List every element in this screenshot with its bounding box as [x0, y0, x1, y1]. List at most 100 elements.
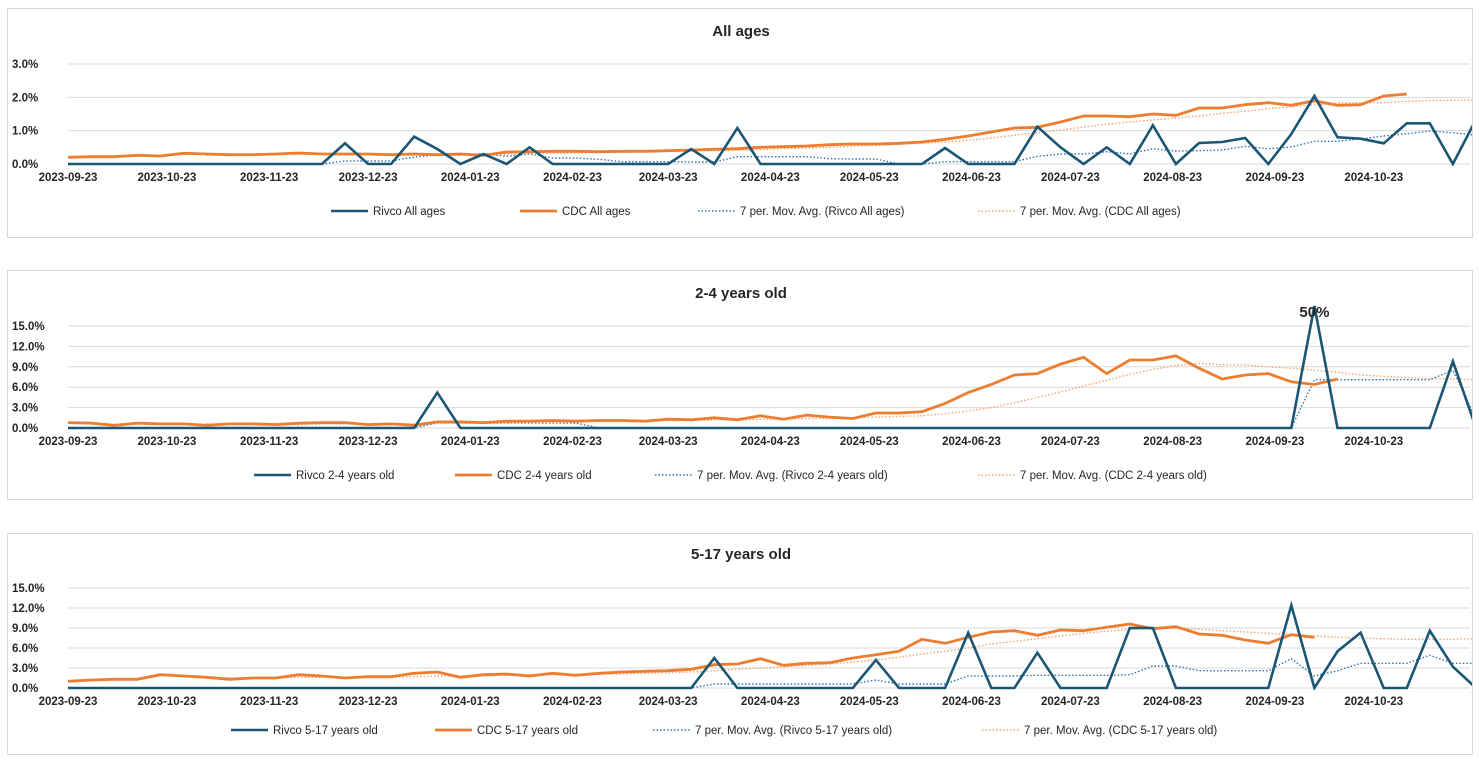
x-tick-label: 2024-07-23 — [1041, 436, 1100, 448]
x-tick-label: 2023-12-23 — [339, 696, 398, 708]
y-tick-label: 3.0% — [12, 59, 38, 71]
legend-label: 7 per. Mov. Avg. (Rivco 5-17 years old) — [695, 725, 892, 737]
legend-item: CDC 5-17 years old — [435, 725, 578, 737]
x-tick-label: 2024-09-23 — [1245, 696, 1304, 708]
y-tick-label: 9.0% — [12, 362, 38, 374]
x-tick-label: 2024-09-23 — [1245, 172, 1304, 184]
legend-label: Rivco All ages — [373, 206, 445, 218]
legend-item: 7 per. Mov. Avg. (Rivco 5-17 years old) — [653, 725, 892, 737]
y-tick-label: 12.0% — [12, 603, 45, 615]
y-tick-label: 15.0% — [12, 321, 45, 333]
x-tick-label: 2024-10-23 — [1344, 696, 1403, 708]
x-tick-label: 2023-10-23 — [138, 172, 197, 184]
y-tick-label: 3.0% — [12, 663, 38, 675]
legend-item: CDC 2-4 years old — [455, 470, 592, 482]
x-tick-label: 2024-03-23 — [639, 696, 698, 708]
legend-label: 7 per. Mov. Avg. (CDC All ages) — [1020, 206, 1181, 218]
chart-title: All ages — [712, 23, 770, 40]
x-tick-label: 2024-01-23 — [441, 436, 500, 448]
x-tick-label: 2024-08-23 — [1143, 172, 1202, 184]
chart-title: 2-4 years old — [695, 285, 787, 302]
x-tick-label: 2024-06-23 — [942, 696, 1001, 708]
x-tick-label: 2024-02-23 — [543, 172, 602, 184]
legend-item: 7 per. Mov. Avg. (CDC 2-4 years old) — [978, 470, 1207, 482]
x-tick-label: 2024-08-23 — [1143, 436, 1202, 448]
legend-item: Rivco 2-4 years old — [254, 470, 394, 482]
x-tick-label: 2024-03-23 — [639, 436, 698, 448]
x-tick-label: 2024-05-23 — [840, 696, 899, 708]
y-tick-label: 6.0% — [12, 643, 38, 655]
legend-label: CDC 2-4 years old — [497, 470, 592, 482]
x-tick-label: 2024-08-23 — [1143, 696, 1202, 708]
series-line — [68, 305, 1472, 430]
legend-label: Rivco 5-17 years old — [273, 725, 378, 737]
x-tick-label: 2023-12-23 — [339, 436, 398, 448]
x-tick-label: 2023-09-23 — [39, 436, 98, 448]
y-tick-label: 0.0% — [12, 159, 38, 171]
x-tick-label: 2023-09-23 — [39, 172, 98, 184]
y-tick-label: 0.0% — [12, 683, 38, 695]
series-line — [67, 92, 1407, 159]
x-tick-label: 2023-11-23 — [240, 696, 298, 708]
legend-label: 7 per. Mov. Avg. (CDC 2-4 years old) — [1020, 470, 1207, 482]
y-tick-label: 0.0% — [12, 423, 38, 435]
legend-item: 7 per. Mov. Avg. (Rivco All ages) — [698, 206, 905, 218]
x-tick-label: 2023-11-23 — [240, 436, 298, 448]
y-tick-label: 12.0% — [12, 341, 45, 353]
y-tick-label: 1.0% — [12, 126, 38, 138]
series-line — [206, 654, 1472, 689]
legend-label: Rivco 2-4 years old — [296, 470, 394, 482]
series-line — [67, 622, 1315, 683]
x-tick-label: 2024-09-23 — [1245, 436, 1304, 448]
x-tick-label: 2024-02-23 — [543, 696, 602, 708]
series-line — [67, 354, 1338, 427]
x-tick-label: 2024-06-23 — [942, 436, 1001, 448]
series-line — [68, 93, 1472, 166]
chart-panel-5-17-years: 5-17 years old 0.0% 3.0% 6.0% 9.0% 12.0% 15.0%… — [7, 533, 1473, 755]
y-tick-label: 2.0% — [12, 92, 38, 104]
x-tick-label: 2024-01-23 — [441, 696, 500, 708]
chart-title: 5-17 years old — [691, 546, 791, 563]
legend-label: 7 per. Mov. Avg. (Rivco 2-4 years old) — [697, 470, 888, 482]
y-tick-label: 9.0% — [12, 623, 38, 635]
x-tick-label: 2023-10-23 — [138, 696, 197, 708]
x-tick-label: 2024-02-23 — [543, 436, 602, 448]
y-tick-label: 6.0% — [12, 382, 38, 394]
chart-svg: 5-17 years old 0.0% 3.0% 6.0% 9.0% 12.0% 15.0%… — [12, 546, 1472, 737]
x-tick-label: 2024-07-23 — [1041, 696, 1100, 708]
x-tick-label: 2024-10-23 — [1344, 436, 1403, 448]
legend-item: Rivco All ages — [331, 206, 445, 218]
x-tick-label: 2023-12-23 — [339, 172, 398, 184]
x-tick-label: 2024-04-23 — [741, 172, 800, 184]
x-tick-label: 2023-10-23 — [138, 436, 197, 448]
legend-item: Rivco 5-17 years old — [231, 725, 378, 737]
x-tick-label: 2024-10-23 — [1344, 172, 1403, 184]
chart-svg: 2-4 years old 0.0% 3.0% 6.0% 9.0% 12.0% 15.0% 2… — [12, 285, 1472, 482]
legend-label: 7 per. Mov. Avg. (Rivco All ages) — [740, 206, 905, 218]
series-line — [68, 600, 1472, 690]
legend-item: 7 per. Mov. Avg. (Rivco 2-4 years old) — [655, 470, 888, 482]
x-tick-label: 2024-01-23 — [441, 172, 500, 184]
chart-panel-all-ages: All ages 0.0% 1.0% 2.0% 3.0% 2023-09-23 2023-1… — [7, 8, 1473, 238]
x-tick-label: 2024-04-23 — [741, 436, 800, 448]
x-tick-label: 2024-06-23 — [942, 172, 1001, 184]
y-tick-label: 3.0% — [12, 403, 38, 415]
x-tick-label: 2023-09-23 — [39, 696, 98, 708]
x-tick-label: 2024-04-23 — [741, 696, 800, 708]
legend-label: CDC All ages — [562, 206, 631, 218]
x-tick-label: 2024-07-23 — [1041, 172, 1100, 184]
x-tick-label: 2024-05-23 — [840, 172, 899, 184]
x-tick-label: 2024-03-23 — [639, 172, 698, 184]
legend-item: 7 per. Mov. Avg. (CDC All ages) — [978, 206, 1181, 218]
x-tick-label: 2023-11-23 — [240, 172, 298, 184]
legend-label: CDC 5-17 years old — [477, 725, 578, 737]
y-tick-label: 15.0% — [12, 583, 45, 595]
legend-label: 7 per. Mov. Avg. (CDC 5-17 years old) — [1024, 725, 1217, 737]
x-tick-label: 2024-05-23 — [840, 436, 899, 448]
chart-panel-2-4-years: 2-4 years old 0.0% 3.0% 6.0% 9.0% 12.0% 15.0% 2… — [7, 270, 1473, 500]
chart-svg: All ages 0.0% 1.0% 2.0% 3.0% 2023-09-23 2023-1… — [12, 23, 1472, 218]
annotation-label: 50% — [1299, 304, 1329, 321]
legend-item: CDC All ages — [520, 206, 631, 218]
legend-item: 7 per. Mov. Avg. (CDC 5-17 years old) — [982, 725, 1217, 737]
series-line — [206, 362, 1472, 426]
